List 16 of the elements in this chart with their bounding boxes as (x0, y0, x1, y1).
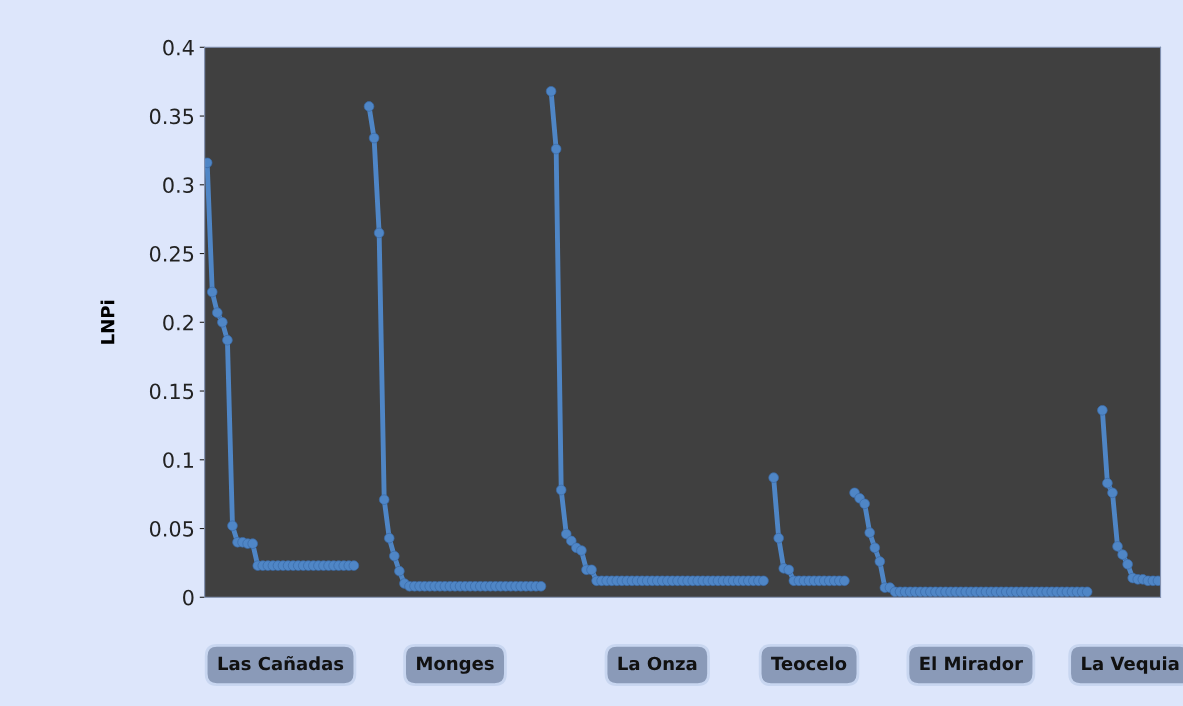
y-tick-label: 0.1 (163, 452, 194, 468)
y-tick-label: 0.05 (149, 520, 194, 537)
text: Monges (417, 656, 494, 674)
y-tick-label: 0.2 (163, 314, 193, 331)
y-axis-title: LNPi (100, 300, 115, 344)
y-tick-label: 0.25 (149, 246, 194, 262)
text: La Onza (618, 656, 697, 671)
text: La Vequia (1082, 656, 1179, 674)
text: Las Cañadas (218, 655, 344, 671)
text: El Mirador (920, 656, 1023, 671)
text: Teocelo (771, 656, 847, 671)
y-tick-label: 0.35 (149, 108, 194, 125)
y-tick-label: 0.3 (163, 177, 194, 194)
y-tick-label: 0 (183, 589, 194, 606)
y-tick-label: 0.15 (149, 383, 194, 400)
y-tick-label: 0.4 (163, 39, 194, 56)
